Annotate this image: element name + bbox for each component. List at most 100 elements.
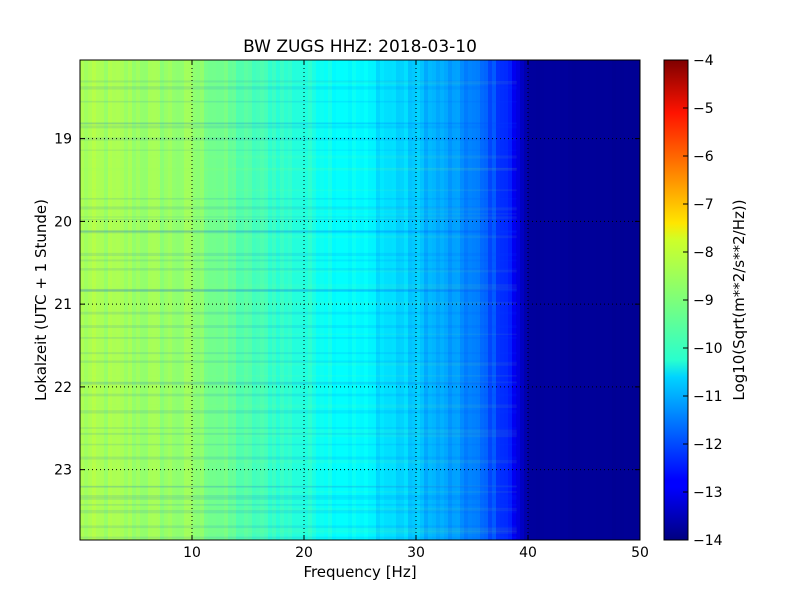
heatmap-column	[236, 60, 241, 540]
heatmap-column	[560, 60, 565, 540]
heatmap-column	[140, 60, 145, 540]
heatmap-row	[80, 485, 517, 488]
heatmap-column	[468, 60, 473, 540]
heatmap-row	[80, 168, 517, 170]
heatmap-column	[624, 60, 629, 540]
heatmap-row	[80, 432, 517, 435]
colorbar-tick-label: −11	[693, 389, 723, 405]
heatmap-column	[540, 60, 545, 540]
y-axis: 19 20 21 22 23	[54, 132, 640, 479]
heatmap-row	[80, 530, 517, 534]
heatmap-row	[80, 491, 517, 493]
heatmap-column	[360, 60, 365, 540]
heatmap-row	[80, 167, 517, 172]
heatmap-row	[80, 213, 517, 215]
heatmap-row	[80, 301, 517, 305]
heatmap-row	[80, 382, 517, 384]
heatmap-row	[80, 86, 517, 90]
x-tick-label: 50	[631, 545, 649, 561]
heatmap-column	[256, 60, 261, 540]
heatmap-column	[332, 60, 337, 540]
heatmap-column	[376, 60, 381, 540]
heatmap-column	[180, 60, 185, 540]
heatmap-column	[592, 60, 597, 540]
heatmap-column	[476, 60, 481, 540]
heatmap-column	[320, 60, 325, 540]
colorbar-tick-label: −10	[693, 341, 723, 357]
heatmap-row	[80, 429, 517, 433]
heatmap-row	[80, 360, 517, 363]
heatmap-column	[268, 60, 273, 540]
heatmap-column	[128, 60, 133, 540]
heatmap-column	[564, 60, 569, 540]
heatmap-row	[80, 459, 517, 464]
heatmap-column	[260, 60, 265, 540]
heatmap-column	[228, 60, 233, 540]
heatmap-column	[588, 60, 593, 540]
heatmap-column	[524, 60, 529, 540]
heatmap-column	[368, 60, 373, 540]
heatmap-row	[80, 80, 517, 83]
heatmap-column	[584, 60, 589, 540]
heatmap-column	[216, 60, 221, 540]
heatmap-column	[404, 60, 409, 540]
heatmap-column	[396, 60, 401, 540]
heatmap-row	[80, 284, 517, 287]
heatmap-column	[536, 60, 541, 540]
heatmap-row	[80, 443, 517, 446]
heatmap-column	[244, 60, 249, 540]
heatmap-column	[152, 60, 157, 540]
heatmap-column	[316, 60, 321, 540]
heatmap-column	[212, 60, 217, 540]
heatmap-column	[352, 60, 357, 540]
plot-area	[80, 60, 640, 540]
heatmap-column	[372, 60, 377, 540]
heatmap-column	[480, 60, 485, 540]
heatmap-column	[400, 60, 405, 540]
heatmap-column	[380, 60, 385, 540]
heatmap-column	[432, 60, 437, 540]
heatmap-column	[292, 60, 297, 540]
heatmap-column	[304, 60, 309, 540]
heatmap-row	[80, 485, 517, 488]
heatmap-column	[528, 60, 533, 540]
heatmap-row	[80, 333, 517, 335]
heatmap-column	[248, 60, 253, 540]
heatmap-column	[356, 60, 361, 540]
heatmap-column	[436, 60, 441, 540]
heatmap-column	[556, 60, 561, 540]
chart-title: BW ZUGS HHZ: 2018-03-10	[243, 37, 477, 57]
colorbar-tick-label: −12	[693, 437, 723, 453]
heatmap-column	[464, 60, 469, 540]
heatmap-column	[452, 60, 457, 540]
heatmap-row	[80, 536, 517, 539]
heatmap-column	[172, 60, 177, 540]
heatmap-column	[392, 60, 397, 540]
heatmap-column	[296, 60, 301, 540]
heatmap-column	[324, 60, 329, 540]
heatmap-row	[80, 259, 517, 262]
heatmap-column	[364, 60, 369, 540]
heatmap-column	[284, 60, 289, 540]
heatmap-column	[88, 60, 93, 540]
heatmap-column	[460, 60, 465, 540]
heatmap-column	[200, 60, 205, 540]
heatmap-column	[280, 60, 285, 540]
heatmap-row	[80, 509, 517, 514]
heatmap-column	[424, 60, 429, 540]
heatmap-column	[448, 60, 453, 540]
heatmap-row	[80, 374, 517, 377]
heatmap-column	[440, 60, 445, 540]
heatmap-row	[80, 432, 517, 436]
heatmap-column	[84, 60, 89, 540]
heatmap-row	[80, 189, 517, 192]
heatmap-column	[160, 60, 165, 540]
heatmap-column	[312, 60, 317, 540]
heatmap-column	[580, 60, 585, 540]
heatmap-column	[252, 60, 257, 540]
heatmap-row	[80, 286, 517, 291]
heatmap-row	[80, 352, 517, 355]
heatmap-row	[80, 434, 517, 438]
heatmap-column	[96, 60, 101, 540]
